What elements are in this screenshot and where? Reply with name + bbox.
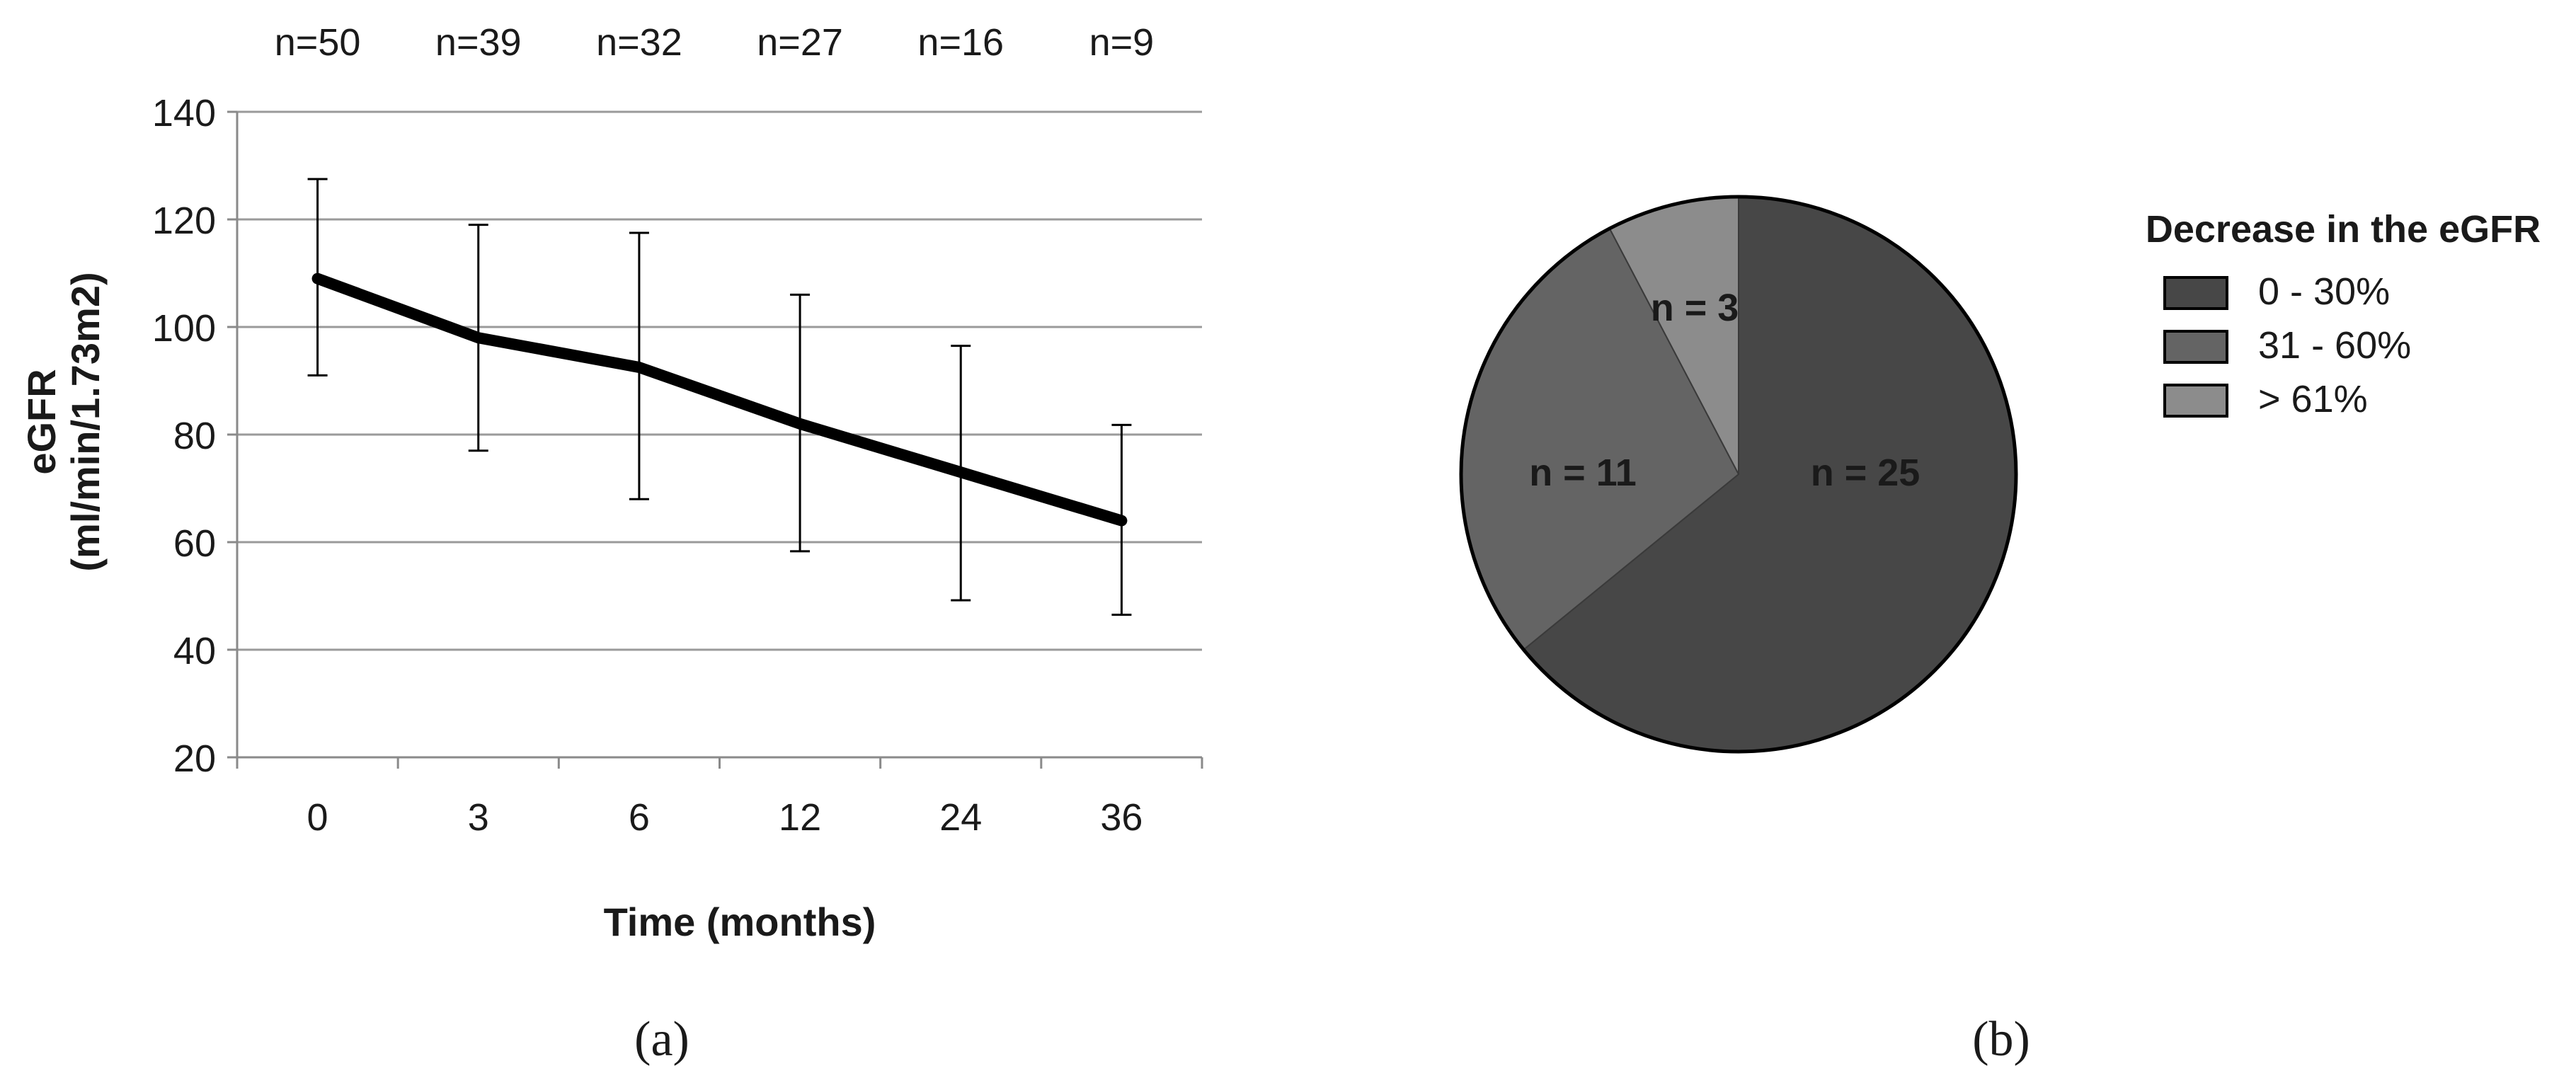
pie-data-label: n = 3 <box>1651 287 1739 329</box>
sample-size-label: n=9 <box>1089 21 1155 64</box>
x-tick-labels: 0 3 6 12 24 36 <box>307 796 1143 839</box>
y-tick-label: 40 <box>173 630 216 672</box>
legend-swatch <box>2163 276 2228 310</box>
y-axis-title-unit: (ml/min/1.73m2) <box>63 272 108 571</box>
sample-size-labels: n=50 n=39 n=32 n=27 n=16 n=9 <box>275 21 1154 64</box>
egfr-series-line <box>311 272 1128 527</box>
legend-label: 31 - 60% <box>2258 324 2411 367</box>
pie-data-label: n = 25 <box>1811 452 1920 494</box>
legend-title: Decrease in the eGFR <box>2146 208 2541 251</box>
legend-label: 0 - 30% <box>2258 270 2390 313</box>
y-axis-title: eGFR (ml/min/1.73m2) <box>19 272 108 571</box>
x-tick-label: 36 <box>1100 796 1143 839</box>
y-tick-label: 60 <box>173 522 216 565</box>
y-gridlines <box>227 110 1202 759</box>
legend-swatch <box>2163 330 2228 364</box>
x-tick-label: 3 <box>468 796 489 839</box>
x-tick-marks <box>236 757 1203 769</box>
sample-size-label: n=39 <box>435 21 522 64</box>
sample-size-label: n=32 <box>596 21 682 64</box>
panel-label-a: (a) <box>634 1012 689 1067</box>
y-tick-label: 100 <box>152 307 216 350</box>
pie-data-label: n = 11 <box>1529 452 1637 494</box>
pie-data-labels: n = 25 n = 11 n = 3 <box>1529 287 1920 494</box>
pie-legend: 0 - 30% 31 - 60% > 61% <box>2163 270 2411 420</box>
legend-label: > 61% <box>2258 378 2368 420</box>
x-tick-label: 0 <box>307 796 328 839</box>
sample-size-label: n=50 <box>275 21 361 64</box>
legend-swatch <box>2163 384 2228 418</box>
x-tick-label: 24 <box>939 796 982 839</box>
pie-outline <box>1459 195 2018 754</box>
x-tick-label: 6 <box>629 796 650 839</box>
y-tick-label: 20 <box>173 737 216 780</box>
x-tick-label: 12 <box>779 796 821 839</box>
legend-item: 31 - 60% <box>2163 324 2411 367</box>
legend-item: 0 - 30% <box>2163 270 2390 313</box>
y-tick-labels: 20 40 60 80 100 120 140 <box>152 92 216 780</box>
y-tick-label: 140 <box>152 92 216 134</box>
panel-label-b: (b) <box>1972 1012 2030 1067</box>
sample-size-label: n=16 <box>917 21 1004 64</box>
y-axis-title-main: eGFR <box>19 369 64 474</box>
x-axis-title: Time (months) <box>604 900 876 944</box>
egfr-decrease-pie-chart: n = 25 n = 11 n = 3 Decrease in the eGFR 0… <box>1459 195 2541 1067</box>
legend-item: > 61% <box>2163 378 2368 420</box>
y-tick-label: 80 <box>173 415 216 457</box>
y-tick-label: 120 <box>152 200 216 242</box>
sample-size-label: n=27 <box>757 21 843 64</box>
